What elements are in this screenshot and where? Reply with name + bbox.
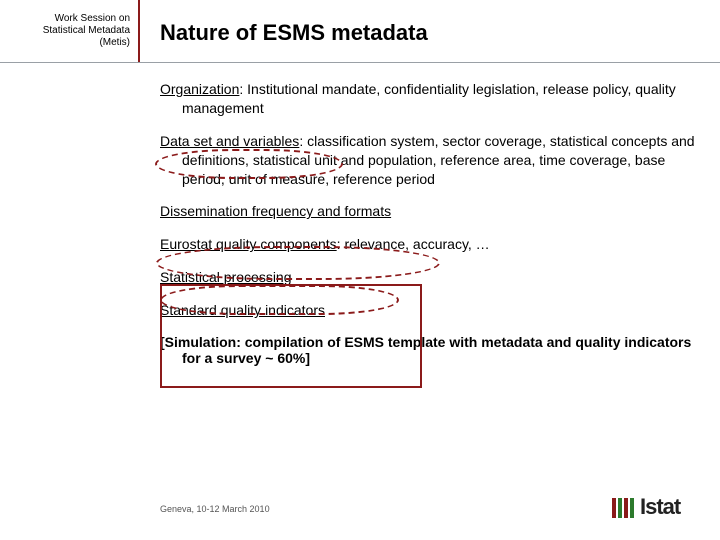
bullet-label: Standard quality indicators bbox=[160, 302, 325, 318]
bullet-sep: : bbox=[299, 133, 307, 149]
logo-bars-icon bbox=[612, 498, 640, 518]
bullet-dataset-variables: Data set and variables: classification s… bbox=[160, 132, 700, 189]
bullet-eurostat-quality: Eurostat quality components: relevance, … bbox=[160, 235, 700, 254]
istat-logo: Istat bbox=[612, 494, 698, 522]
bullet-label: Organization bbox=[160, 81, 239, 97]
header-left-block: Work Session on Statistical Metadata (Me… bbox=[0, 0, 140, 62]
bullet-text: Institutional mandate, confidentiality l… bbox=[182, 81, 676, 116]
logo-text: Istat bbox=[640, 494, 680, 520]
event-name: Work Session on Statistical Metadata (Me… bbox=[43, 13, 130, 49]
bullet-sep: : bbox=[239, 81, 247, 97]
bullet-organization: Organization: Institutional mandate, con… bbox=[160, 80, 700, 118]
slide-title: Nature of ESMS metadata bbox=[160, 20, 428, 46]
event-line-1: Work Session on bbox=[55, 13, 130, 24]
bullet-label: Statistical processing bbox=[160, 269, 292, 285]
footer-date-place: Geneva, 10-12 March 2010 bbox=[160, 504, 270, 514]
bullet-label: Eurostat quality components bbox=[160, 236, 337, 252]
slide: Work Session on Statistical Metadata (Me… bbox=[0, 0, 720, 540]
simulation-note: [Simulation: compilation of ESMS templat… bbox=[160, 334, 700, 366]
bullet-statistical-processing: Statistical processing bbox=[160, 268, 700, 287]
bullet-dissemination: Dissemination frequency and formats bbox=[160, 202, 700, 221]
event-line-2: Statistical Metadata bbox=[43, 25, 130, 36]
bullet-standard-quality-indicators: Standard quality indicators bbox=[160, 301, 700, 320]
header-rule bbox=[0, 62, 720, 63]
bullet-text: relevance, accuracy, … bbox=[344, 236, 489, 252]
slide-body: Organization: Institutional mandate, con… bbox=[160, 80, 700, 366]
bullet-label: Data set and variables bbox=[160, 133, 299, 149]
bullet-label: Dissemination frequency and formats bbox=[160, 203, 391, 219]
event-line-3: (Metis) bbox=[99, 37, 130, 48]
slide-header: Work Session on Statistical Metadata (Me… bbox=[0, 0, 720, 70]
